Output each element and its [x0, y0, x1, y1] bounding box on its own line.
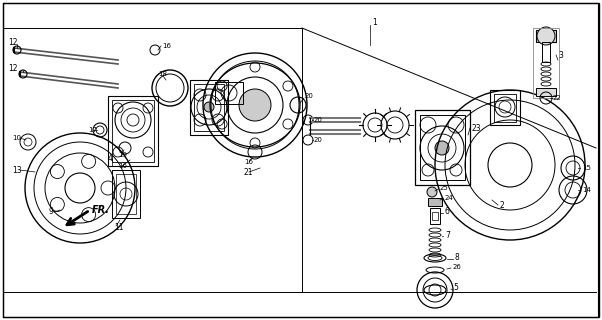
Text: 1: 1	[372, 18, 377, 27]
Text: 4: 4	[108, 154, 113, 163]
Text: 16: 16	[118, 163, 127, 169]
Circle shape	[435, 141, 449, 155]
Text: 19: 19	[118, 152, 127, 158]
Bar	[430, 208, 440, 224]
Text: 3: 3	[558, 51, 563, 60]
Bar	[415, 110, 470, 185]
Circle shape	[204, 102, 214, 112]
Text: 13: 13	[12, 165, 22, 174]
Text: 18: 18	[158, 71, 167, 77]
Text: 11: 11	[114, 223, 123, 233]
Bar	[542, 42, 550, 62]
Bar	[494, 94, 516, 122]
Text: 21: 21	[244, 167, 253, 177]
Text: 8: 8	[455, 253, 460, 262]
Circle shape	[239, 89, 271, 121]
Bar	[112, 170, 140, 218]
Bar	[490, 90, 520, 125]
Text: 2: 2	[500, 201, 504, 210]
Text: 24: 24	[445, 195, 454, 201]
Text: 25: 25	[440, 185, 448, 191]
Text: 5: 5	[453, 284, 458, 292]
Text: 14: 14	[582, 187, 591, 193]
Text: 17: 17	[88, 127, 97, 133]
Text: FR.: FR.	[92, 205, 110, 215]
Text: 15: 15	[582, 165, 591, 171]
Text: 22: 22	[553, 95, 562, 101]
Bar	[536, 88, 556, 96]
Bar	[190, 80, 228, 135]
Text: 16: 16	[162, 43, 171, 49]
Bar	[215, 82, 243, 104]
Text: 9: 9	[48, 207, 53, 217]
Bar	[533, 28, 559, 98]
Text: 20: 20	[314, 137, 323, 143]
Bar	[108, 96, 158, 166]
Bar	[428, 198, 442, 206]
Text: 23: 23	[472, 124, 482, 132]
Bar	[112, 100, 154, 162]
Circle shape	[537, 27, 555, 45]
Text: 20: 20	[305, 93, 314, 99]
Text: 12: 12	[8, 37, 17, 46]
Text: 6: 6	[445, 207, 450, 217]
Circle shape	[427, 187, 437, 197]
Text: 16: 16	[244, 159, 253, 165]
Text: 10: 10	[12, 135, 21, 141]
Text: 20: 20	[314, 117, 323, 123]
Text: 7: 7	[445, 230, 450, 239]
Bar	[432, 212, 438, 220]
Bar	[536, 30, 556, 42]
Text: 26: 26	[453, 264, 462, 270]
Bar	[116, 174, 136, 214]
Bar	[420, 115, 465, 180]
Text: 12: 12	[8, 63, 17, 73]
Bar	[194, 84, 224, 131]
